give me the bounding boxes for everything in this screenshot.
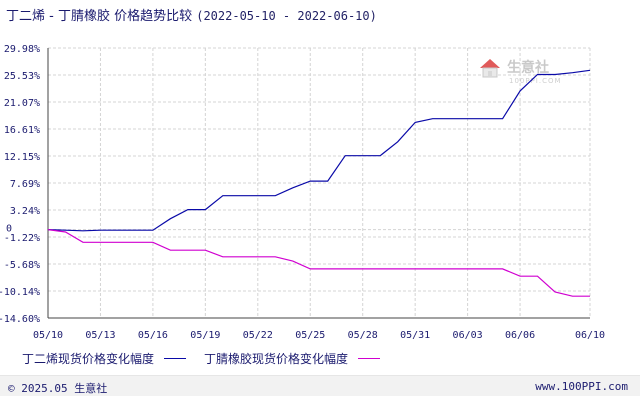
- y-tick-label: -1.22%: [4, 233, 40, 244]
- grid-lines: [47, 47, 591, 319]
- chart-date-range: (2022-05-10 - 2022-06-10): [196, 9, 377, 23]
- x-tick-label: 05/31: [400, 330, 430, 341]
- y-tick-label: 3.24%: [10, 206, 40, 217]
- y-tick-label: -5.68%: [4, 260, 40, 271]
- x-tick-label: 06/10: [575, 330, 605, 341]
- x-tick-label: 06/03: [453, 330, 483, 341]
- y-tick-label: -10.14%: [0, 287, 40, 298]
- legend-label-butadiene: 丁二烯现货价格变化幅度: [22, 352, 155, 366]
- data-series: [47, 69, 591, 297]
- y-tick-label: 16.61%: [4, 125, 40, 136]
- x-tick-label: 05/13: [85, 330, 115, 341]
- chart-title-text: 丁二烯 - 丁腈橡胶 价格趋势比较: [6, 9, 193, 24]
- y-tick-label: -14.60%: [0, 314, 40, 325]
- x-tick-label: 05/28: [348, 330, 378, 341]
- watermark-url: 100PPI.COM: [509, 77, 562, 85]
- x-tick-label: 05/22: [243, 330, 273, 341]
- footer: © 2025.05 生意社 www.100PPI.com: [0, 375, 640, 396]
- x-tick-label: 05/19: [190, 330, 220, 341]
- x-tick-label: 06/06: [505, 330, 535, 341]
- y-tick-label: 12.15%: [4, 152, 40, 163]
- axes: [47, 48, 590, 319]
- x-axis-labels: 05/10 05/13 05/16 05/19 05/22 05/25 05/28 05/31…: [33, 330, 605, 341]
- footer-site-link[interactable]: www.100PPI.com: [535, 380, 628, 393]
- y-axis-labels: 29.98% 25.53% 21.07% 16.61% 12.15% 7.69% 3.24%…: [0, 44, 40, 325]
- watermark-brand: 生意社: [507, 59, 549, 76]
- y-tick-label: 7.69%: [10, 179, 40, 190]
- y-tick-label: 21.07%: [4, 98, 40, 109]
- price-trend-chart: 生意社 100PPI.COM 29.98% 25.53% 21.07% 16.61% 1…: [0, 44, 605, 341]
- x-tick-label: 05/16: [138, 330, 168, 341]
- series-line-nbr: [47, 229, 590, 297]
- chart-title: 丁二烯 - 丁腈橡胶 价格趋势比较 (2022-05-10 - 2022-06-…: [6, 5, 377, 24]
- x-tick-label: 05/25: [295, 330, 325, 341]
- zero-label: 0: [6, 224, 12, 235]
- legend-swatch-nbr: [358, 358, 381, 359]
- legend: 丁二烯现货价格变化幅度 丁腈橡胶现货价格变化幅度: [22, 350, 398, 367]
- legend-label-nbr: 丁腈橡胶现货价格变化幅度: [204, 352, 349, 366]
- watermark: 生意社 100PPI.COM: [480, 59, 562, 85]
- legend-swatch-butadiene: [164, 358, 187, 359]
- y-tick-label: 29.98%: [4, 44, 40, 55]
- series-line-butadiene: [47, 69, 591, 232]
- footer-copyright: © 2025.05 生意社: [8, 382, 108, 395]
- x-tick-label: 05/10: [33, 330, 63, 341]
- house-logo-icon: [480, 59, 500, 78]
- y-tick-label: 25.53%: [4, 71, 40, 82]
